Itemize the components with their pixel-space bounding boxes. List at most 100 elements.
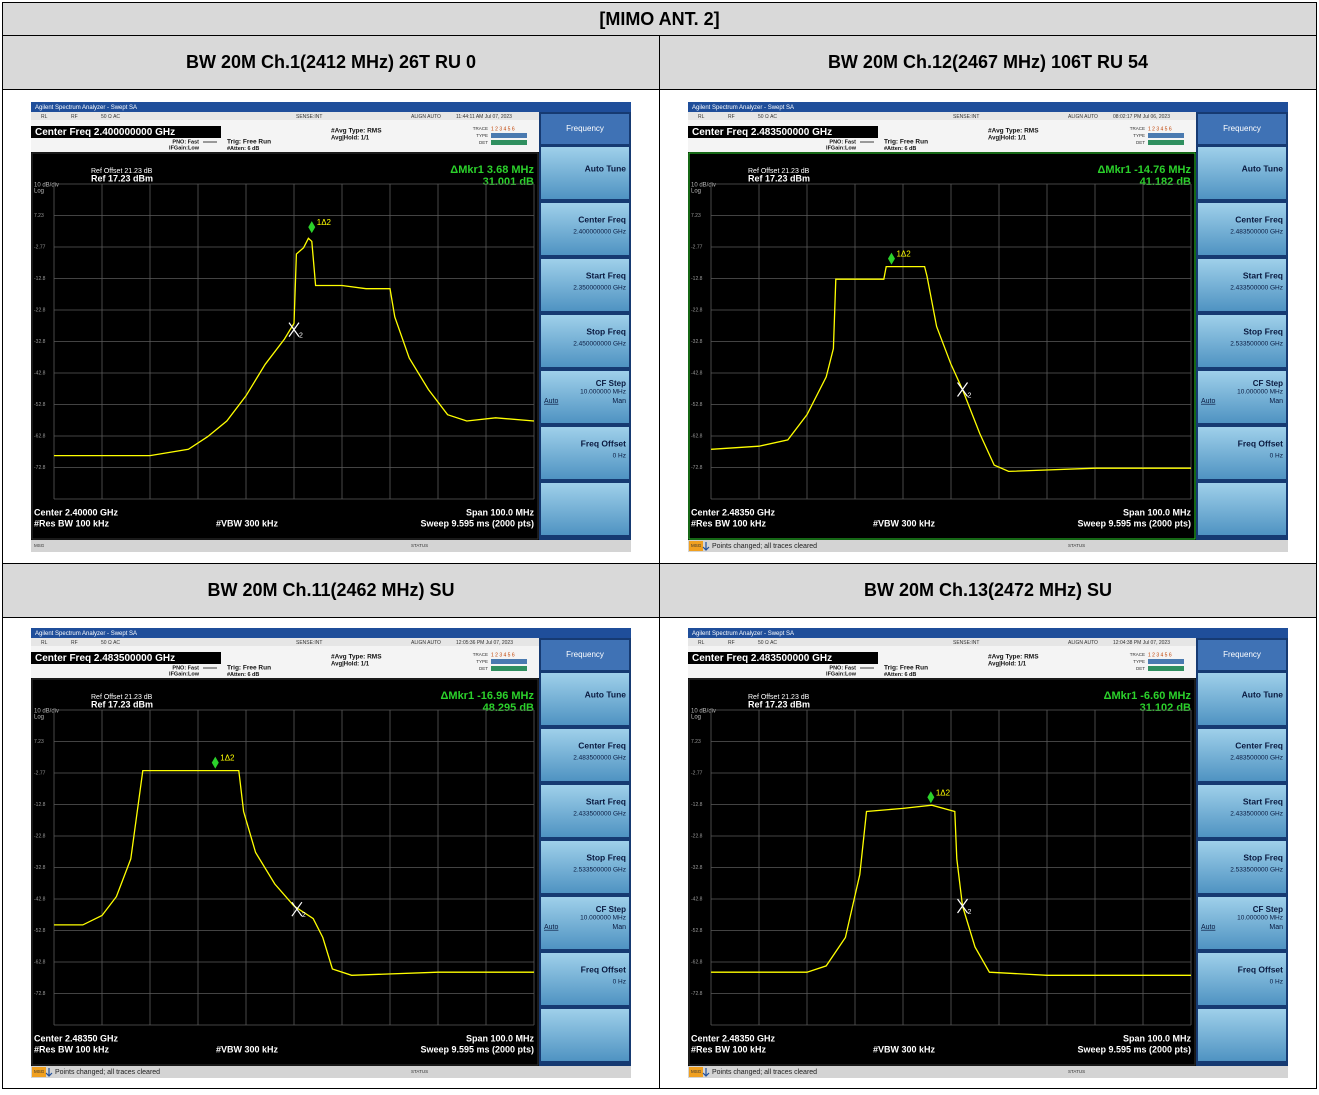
scale-text: 10 dB/div <box>691 709 716 715</box>
atten: #Atten: 6 dB <box>884 145 916 151</box>
softkey-option: Man <box>612 924 626 931</box>
y-tick-label: -52.8 <box>34 401 46 407</box>
y-tick-label: -72.8 <box>34 464 46 470</box>
softkey-value: 2.483500000 GHz <box>573 755 626 762</box>
y-tick-label: -62.8 <box>34 433 46 439</box>
softkey <box>1198 314 1286 367</box>
status-label: STATUS <box>1068 1069 1085 1074</box>
softkey-label: Stop Freq <box>1243 326 1283 336</box>
marker-x <box>291 901 303 917</box>
status-row <box>31 638 539 646</box>
footer-center: Center 2.48350 GHz <box>691 507 776 517</box>
y-tick-label: -22.8 <box>691 307 703 313</box>
softkey-value: 0 Hz <box>1270 452 1283 459</box>
pno: PNO: Fast <box>829 139 856 145</box>
softkey-menu <box>541 113 629 144</box>
footer-span: Span 100.0 MHz <box>466 507 535 517</box>
status-item: RL <box>698 640 705 646</box>
msg-label: MSG <box>34 1069 45 1074</box>
softkey-option: Auto <box>544 397 559 404</box>
y-tick-label: -2.77 <box>34 244 46 250</box>
center-freq-box <box>688 125 878 138</box>
softkey-menu-title: Frequency <box>566 124 604 133</box>
softkey-value: 2.483500000 GHz <box>1230 228 1283 235</box>
softkey-option: Man <box>1269 924 1283 931</box>
trace-numbers: 1 2 3 4 5 6 <box>1148 652 1172 658</box>
type-indicator <box>491 659 527 664</box>
det-label: DET <box>479 140 488 145</box>
status-bar <box>31 539 631 552</box>
marker-value: 31.001 dB <box>483 175 534 187</box>
y-tick-label: -2.77 <box>34 770 46 776</box>
status-item: SENSE:INT <box>296 113 322 119</box>
softkey-label: Freq Offset <box>581 438 627 448</box>
status-row <box>688 111 1196 120</box>
softkey-label: Center Freq <box>1235 740 1283 750</box>
softkey-value: 2.483500000 GHz <box>1230 755 1283 762</box>
status-bar <box>688 1066 1288 1078</box>
plot-frame <box>31 152 539 539</box>
marker-label: 1Δ2 <box>896 249 911 258</box>
softkey <box>1198 1009 1286 1061</box>
status-item: RF <box>71 640 78 646</box>
plot-frame <box>31 678 539 1066</box>
status-item: ALIGN AUTO <box>1068 640 1098 646</box>
footer-center: Center 2.48350 GHz <box>34 1033 119 1043</box>
softkey-label: Auto Tune <box>585 689 627 699</box>
y-tick-label: -72.8 <box>34 991 46 997</box>
status-item: 50 Ω AC <box>101 113 120 119</box>
softkey-menu-title: Frequency <box>1223 650 1261 659</box>
status-item: SENSE:INT <box>296 640 322 646</box>
ref-offset: Ref Offset 21.23 dB <box>91 167 153 174</box>
y-tick-label: 7.23 <box>34 739 44 745</box>
marker-readout: ΔMkr1 -14.76 MHz <box>1098 163 1192 175</box>
caption: BW 20M Ch.1(2412 MHz) 26T RU 0 <box>2 35 660 90</box>
status-item: 50 Ω AC <box>758 640 777 646</box>
y-tick-label: -62.8 <box>691 433 703 439</box>
scale-type: Log <box>34 715 44 721</box>
footer-center: Center 2.48350 GHz <box>691 1033 776 1043</box>
ref-level: Ref 17.23 dBm <box>748 699 810 709</box>
marker-diamond <box>887 252 895 265</box>
ref-offset: Ref Offset 21.23 dB <box>748 167 810 174</box>
status-item: RF <box>728 640 735 646</box>
softkey <box>1198 202 1286 255</box>
y-tick-label: -62.8 <box>691 959 703 965</box>
trace <box>711 804 1191 976</box>
title-bar <box>688 101 1288 112</box>
avg-hold: Avg|Hold: 1/1 <box>331 135 370 141</box>
table-title: [MIMO ANT. 2] <box>2 2 1317 36</box>
status-item: ALIGN AUTO <box>411 113 441 119</box>
status-bar <box>31 1066 631 1078</box>
type-label: TYPE <box>1133 133 1145 138</box>
trace-numbers: 1 2 3 4 5 6 <box>1148 126 1172 132</box>
status-item: SENSE:INT <box>953 640 979 646</box>
softkey-label: Start Freq <box>586 796 626 806</box>
image-cell: Agilent Spectrum Analyzer - Swept SA RL RF… <box>2 89 660 564</box>
softkey-value: 0 Hz <box>613 979 626 986</box>
y-tick-label: -22.8 <box>691 833 703 839</box>
sweep: Sweep 9.595 ms (2000 pts) <box>420 518 534 528</box>
scale-text: 10 dB/div <box>34 709 59 715</box>
ref-offset: Ref Offset 21.23 dB <box>748 694 810 701</box>
msg-highlight <box>32 1067 46 1077</box>
marker-value: 48.295 dB <box>483 702 534 714</box>
y-tick-label: 7.23 <box>34 212 44 218</box>
softkey-label: Freq Offset <box>1238 438 1284 448</box>
footer-span: Span 100.0 MHz <box>1123 507 1192 517</box>
y-tick-label: -52.8 <box>34 928 46 934</box>
softkey-label: Center Freq <box>1235 214 1283 224</box>
marker-value: 31.102 dB <box>1140 702 1191 714</box>
softkey <box>1198 146 1286 199</box>
type-label: TYPE <box>476 659 488 664</box>
status-item: SENSE:INT <box>953 113 979 119</box>
softkey <box>1198 785 1286 837</box>
softkey-value: 2.533500000 GHz <box>1230 867 1283 874</box>
res-bw: #Res BW 100 kHz <box>34 1044 110 1054</box>
softkey-value: 0 Hz <box>1270 979 1283 986</box>
softkey-option: Auto <box>1201 924 1216 931</box>
avg-type: #Avg Type: RMS <box>988 127 1039 134</box>
y-tick-label: -42.8 <box>34 896 46 902</box>
trace-label: TRACE <box>1130 652 1145 657</box>
y-tick-label: -42.8 <box>34 370 46 376</box>
